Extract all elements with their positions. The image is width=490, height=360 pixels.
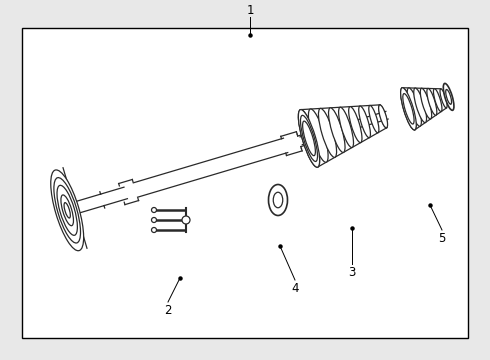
Ellipse shape xyxy=(369,105,379,133)
Text: 2: 2 xyxy=(164,303,172,316)
Circle shape xyxy=(151,207,156,212)
Ellipse shape xyxy=(54,177,80,243)
Ellipse shape xyxy=(339,107,353,148)
Ellipse shape xyxy=(269,184,288,216)
Ellipse shape xyxy=(328,108,345,153)
Circle shape xyxy=(151,228,156,233)
Text: 3: 3 xyxy=(348,266,356,279)
Ellipse shape xyxy=(318,108,337,157)
Text: 1: 1 xyxy=(246,4,254,17)
Ellipse shape xyxy=(359,106,370,138)
Ellipse shape xyxy=(401,88,416,130)
Text: 4: 4 xyxy=(291,282,299,294)
Bar xyxy=(22,28,468,338)
Ellipse shape xyxy=(420,88,432,119)
Ellipse shape xyxy=(443,84,454,110)
Text: 5: 5 xyxy=(439,231,446,244)
Ellipse shape xyxy=(349,107,362,143)
Ellipse shape xyxy=(434,89,442,112)
Ellipse shape xyxy=(379,105,388,128)
Circle shape xyxy=(151,217,156,222)
Ellipse shape xyxy=(64,203,71,218)
Ellipse shape xyxy=(440,89,447,108)
Ellipse shape xyxy=(61,195,74,226)
Ellipse shape xyxy=(308,109,328,162)
Ellipse shape xyxy=(427,89,437,115)
Circle shape xyxy=(182,216,190,224)
Ellipse shape xyxy=(51,170,84,251)
Ellipse shape xyxy=(414,88,426,123)
Ellipse shape xyxy=(273,192,283,208)
Ellipse shape xyxy=(401,88,416,130)
Ellipse shape xyxy=(446,90,452,104)
Ellipse shape xyxy=(403,94,414,124)
Ellipse shape xyxy=(303,121,316,156)
Ellipse shape xyxy=(298,109,319,167)
Ellipse shape xyxy=(57,185,77,235)
Ellipse shape xyxy=(298,109,319,167)
Ellipse shape xyxy=(300,115,318,161)
Ellipse shape xyxy=(379,105,388,128)
Ellipse shape xyxy=(407,88,421,126)
